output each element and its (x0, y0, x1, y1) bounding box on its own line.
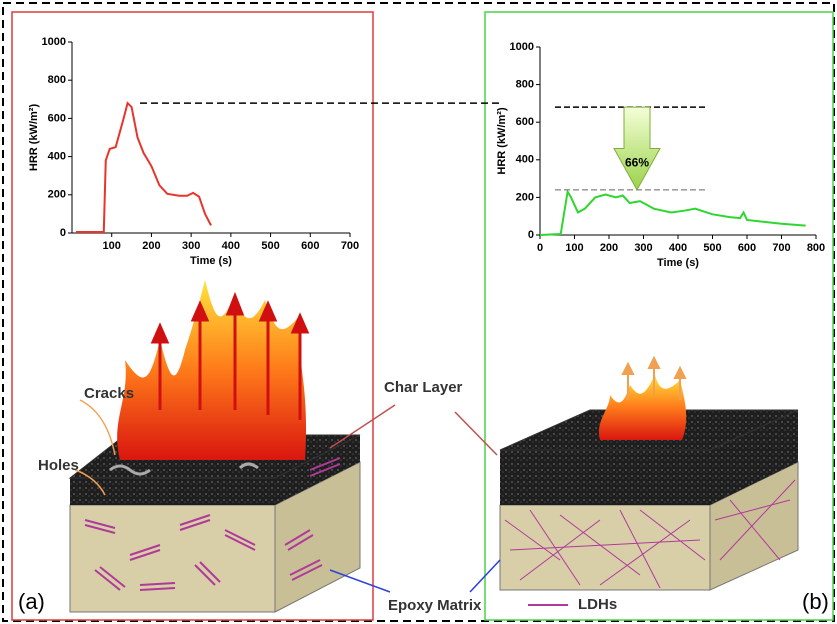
x-tick-label: 600 (738, 242, 756, 254)
page: Cracks Holes Char Layer Epoxy Matrix LDH… (0, 0, 837, 624)
x-tick-label: 600 (301, 240, 319, 252)
x-tick-label: 400 (669, 242, 687, 254)
x-tick-label: 800 (807, 242, 825, 254)
panel-label-b: (b) (802, 589, 829, 614)
y-tick-label: 600 (48, 112, 66, 124)
reduction-label: 66% (625, 156, 649, 170)
x-axis-label: Time (s) (657, 257, 699, 269)
reduction-arrow (614, 107, 660, 190)
label-char-layer: Char Layer (384, 379, 463, 396)
x-tick-label: 300 (182, 240, 200, 252)
y-tick-label: 0 (60, 227, 66, 239)
y-tick-label: 400 (48, 151, 66, 163)
y-tick-label: 800 (48, 74, 66, 86)
y-axis-label: HRR (kW/m²) (496, 107, 508, 175)
label-epoxy-matrix: Epoxy Matrix (388, 597, 482, 614)
x-tick-label: 0 (537, 242, 543, 254)
x-tick-label: 100 (103, 240, 121, 252)
y-tick-label: 1000 (510, 41, 534, 53)
label-cracks: Cracks (84, 385, 134, 402)
y-tick-label: 400 (516, 154, 534, 166)
x-tick-label: 100 (565, 242, 583, 254)
data-line (76, 103, 211, 232)
x-tick-label: 700 (772, 242, 790, 254)
data-line (540, 192, 806, 235)
y-tick-label: 0 (528, 229, 534, 241)
y-tick-label: 1000 (42, 36, 66, 48)
y-tick-label: 800 (516, 79, 534, 91)
x-tick-label: 300 (634, 242, 652, 254)
figure: Cracks Holes Char Layer Epoxy Matrix LDH… (0, 0, 837, 624)
y-tick-label: 600 (516, 116, 534, 128)
y-axis-label: HRR (kW/m²) (28, 104, 40, 172)
x-tick-label: 400 (222, 240, 240, 252)
block-a (70, 280, 360, 612)
label-ldhs: LDHs (578, 596, 617, 613)
x-tick-label: 200 (142, 240, 160, 252)
block-b (500, 358, 798, 590)
x-tick-label: 700 (341, 240, 359, 252)
label-holes: Holes (38, 457, 79, 474)
y-tick-label: 200 (48, 189, 66, 201)
y-tick-label: 200 (516, 191, 534, 203)
x-tick-label: 500 (703, 242, 721, 254)
x-tick-label: 200 (600, 242, 618, 254)
panel-label-a: (a) (18, 589, 45, 614)
x-axis-label: Time (s) (190, 255, 232, 267)
x-tick-label: 500 (261, 240, 279, 252)
